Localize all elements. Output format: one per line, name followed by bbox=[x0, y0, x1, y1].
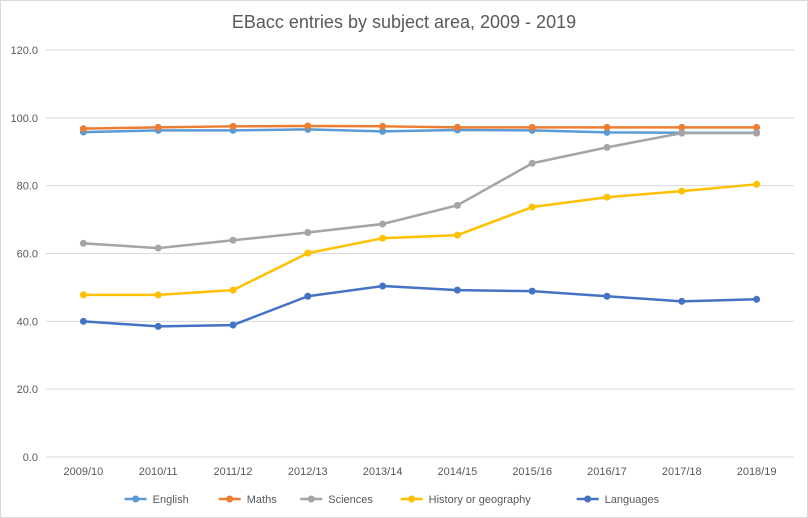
legend-label: Maths bbox=[247, 494, 277, 506]
data-point bbox=[678, 187, 686, 195]
y-tick-label: 0.0 bbox=[23, 452, 38, 464]
legend-swatch-marker bbox=[132, 495, 140, 503]
legend-item: English bbox=[124, 494, 189, 506]
data-point bbox=[154, 291, 162, 299]
data-point bbox=[379, 220, 387, 228]
data-point bbox=[528, 159, 536, 167]
data-point bbox=[678, 123, 686, 131]
y-tick-label: 40.0 bbox=[17, 316, 38, 328]
legend-item: Maths bbox=[218, 494, 277, 506]
series-line bbox=[83, 183, 757, 297]
data-point bbox=[304, 228, 312, 236]
legend-swatch-marker bbox=[226, 495, 234, 503]
legend-item: Sciences bbox=[300, 494, 373, 506]
y-tick-label: 80.0 bbox=[17, 181, 38, 193]
data-point bbox=[379, 127, 387, 135]
data-point bbox=[304, 122, 312, 130]
data-point bbox=[528, 123, 536, 131]
x-tick-label: 2014/15 bbox=[438, 466, 478, 478]
x-tick-label: 2009/10 bbox=[64, 466, 104, 478]
y-axis-ticks: 0.0 20.0 40.0 60.0 80.0 100.0 120.0 bbox=[10, 45, 38, 464]
series-lines bbox=[79, 122, 761, 330]
x-tick-label: 2011/12 bbox=[214, 466, 253, 478]
data-point bbox=[603, 123, 611, 131]
data-point bbox=[528, 203, 536, 211]
data-point bbox=[753, 129, 761, 137]
series-line bbox=[83, 124, 757, 130]
data-point bbox=[453, 201, 461, 209]
data-point bbox=[753, 123, 761, 131]
legend-swatch-marker bbox=[408, 495, 416, 503]
series-line bbox=[83, 131, 757, 250]
x-tick-label: 2017/18 bbox=[662, 466, 702, 478]
legend-item: Languages bbox=[576, 494, 660, 506]
data-point bbox=[603, 128, 611, 136]
series-1 bbox=[79, 122, 761, 133]
data-point bbox=[79, 291, 87, 299]
x-tick-label: 2012/13 bbox=[288, 466, 328, 478]
legend-label: History or geography bbox=[429, 494, 532, 506]
data-point bbox=[379, 234, 387, 242]
data-point bbox=[753, 295, 761, 303]
y-tick-label: 60.0 bbox=[17, 249, 38, 261]
data-point bbox=[79, 317, 87, 325]
legend-label: Sciences bbox=[328, 494, 373, 506]
gridlines bbox=[46, 49, 794, 458]
legend-label: English bbox=[153, 494, 189, 506]
data-point bbox=[229, 286, 237, 294]
data-point bbox=[154, 123, 162, 131]
data-point bbox=[453, 123, 461, 131]
data-point bbox=[753, 180, 761, 188]
x-tick-label: 2010/11 bbox=[139, 466, 178, 478]
series-2 bbox=[79, 129, 761, 252]
legend: English Maths Sciences History or geography… bbox=[124, 494, 660, 506]
data-point bbox=[453, 286, 461, 294]
data-point bbox=[229, 236, 237, 244]
legend-swatch-marker bbox=[307, 495, 315, 503]
y-tick-label: 20.0 bbox=[17, 384, 38, 396]
data-point bbox=[603, 193, 611, 201]
data-point bbox=[154, 244, 162, 252]
y-tick-label: 120.0 bbox=[10, 45, 38, 57]
data-point bbox=[528, 287, 536, 295]
data-point bbox=[304, 292, 312, 300]
data-point bbox=[79, 239, 87, 247]
y-tick-label: 100.0 bbox=[10, 113, 38, 125]
data-point bbox=[229, 321, 237, 329]
x-tick-label: 2015/16 bbox=[512, 466, 552, 478]
data-point bbox=[379, 122, 387, 130]
series-4 bbox=[79, 282, 761, 330]
data-point bbox=[603, 143, 611, 151]
x-axis-ticks: 2009/10 2010/11 2011/12 2012/13 2013/14 2014/… bbox=[64, 466, 777, 478]
data-point bbox=[603, 292, 611, 300]
chart-title: EBacc entries by subject area, 2009 - 20… bbox=[232, 12, 576, 32]
data-point bbox=[304, 249, 312, 257]
data-point bbox=[678, 297, 686, 305]
series-3 bbox=[79, 180, 761, 299]
x-tick-label: 2016/17 bbox=[587, 466, 627, 478]
x-tick-label: 2013/14 bbox=[363, 466, 403, 478]
x-tick-label: 2018/19 bbox=[737, 466, 777, 478]
data-point bbox=[229, 122, 237, 130]
data-point bbox=[453, 231, 461, 239]
legend-label: Languages bbox=[605, 494, 660, 506]
data-point bbox=[379, 282, 387, 290]
legend-swatch-marker bbox=[584, 495, 592, 503]
series-line bbox=[83, 128, 757, 135]
series-line bbox=[83, 284, 757, 328]
data-point bbox=[79, 125, 87, 133]
data-point bbox=[678, 129, 686, 137]
legend-item: History or geography bbox=[400, 494, 532, 506]
data-point bbox=[154, 322, 162, 330]
